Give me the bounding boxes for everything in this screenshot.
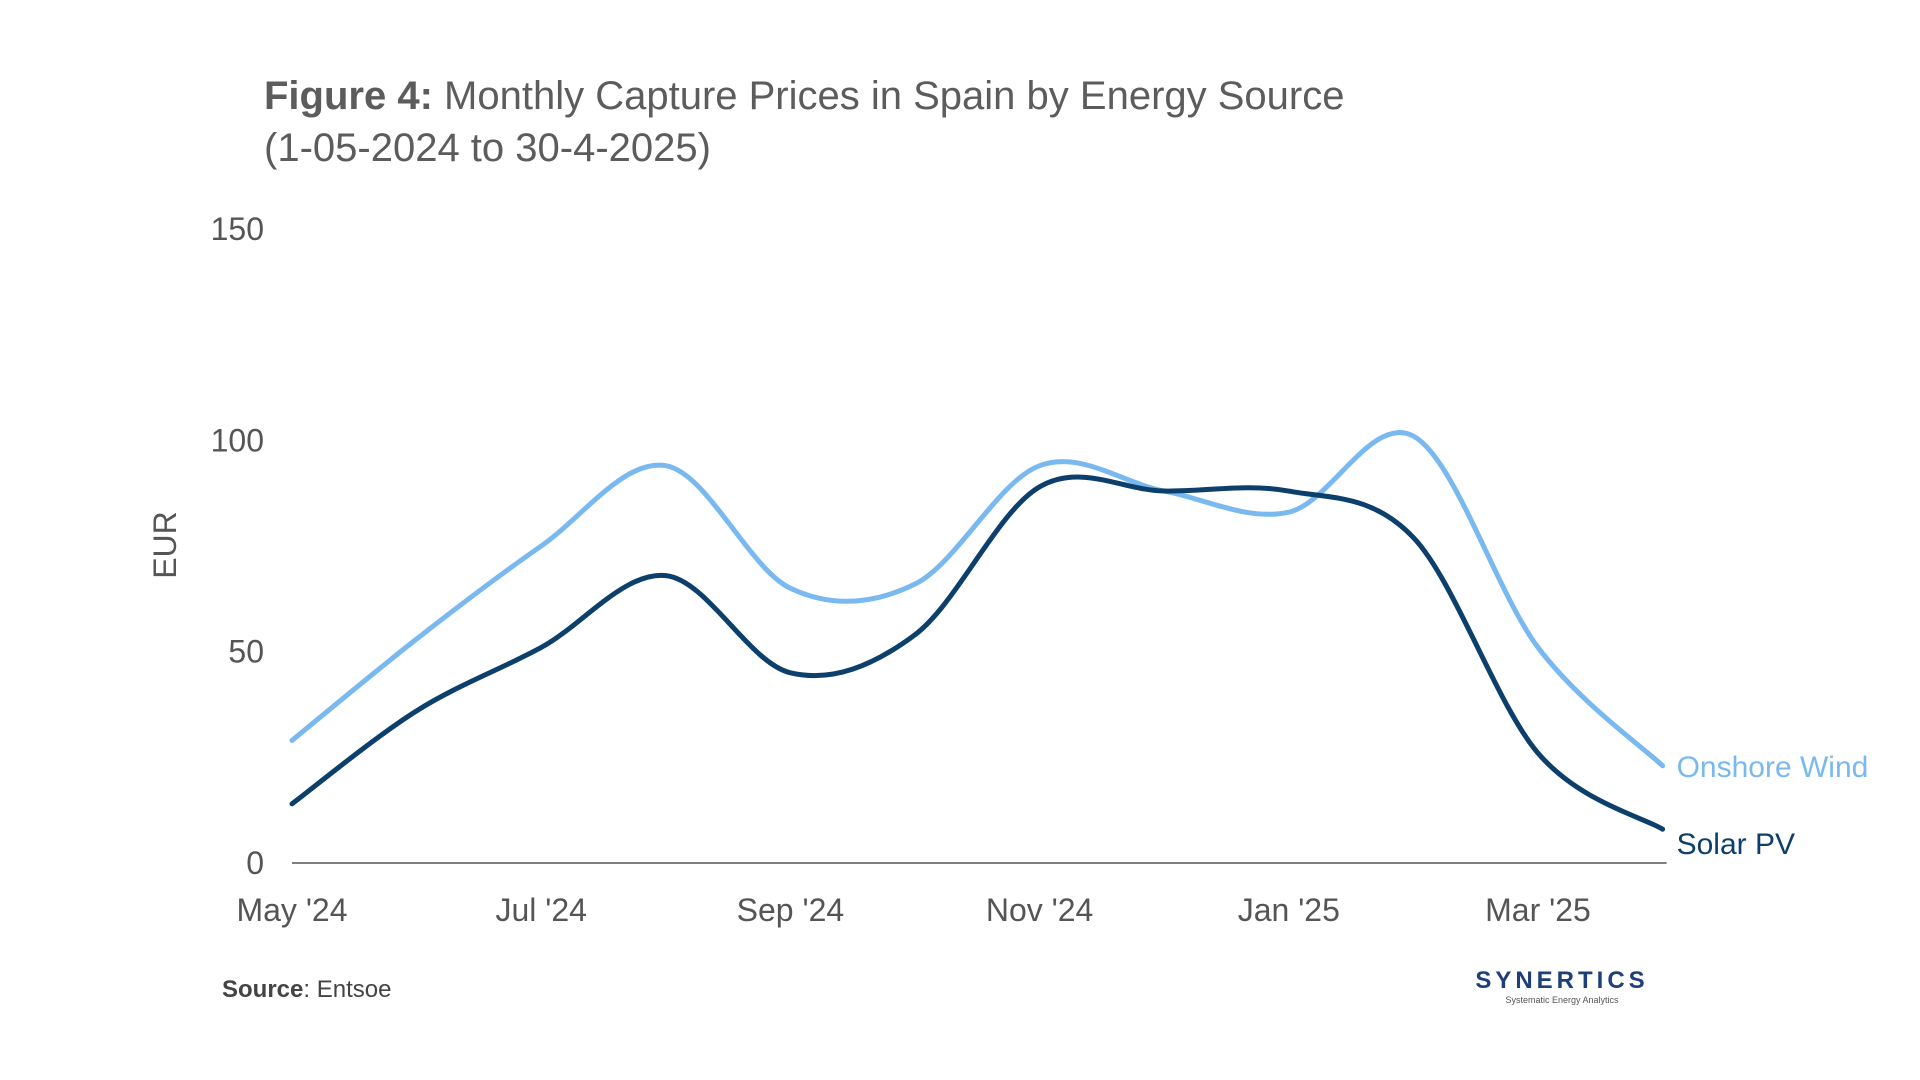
data-point-solar-pv: [663, 573, 668, 578]
figure-number: Figure 4:: [264, 74, 433, 118]
logo-name: SYNERTICS: [1475, 967, 1649, 994]
data-point-solar-pv: [1660, 827, 1665, 832]
data-point-solar-pv: [913, 632, 918, 637]
data-point-solar-pv: [1536, 751, 1541, 756]
data-point-solar-pv: [539, 645, 544, 650]
data-point-solar-pv: [788, 670, 793, 675]
x-tick-label: May '24: [236, 892, 347, 928]
x-tick-label: Nov '24: [986, 892, 1094, 928]
data-point-solar-pv: [1037, 484, 1042, 489]
data-point-onshore-wind: [539, 544, 544, 549]
data-point-onshore-wind: [1037, 463, 1042, 468]
data-point-onshore-wind: [290, 738, 295, 743]
series-line-solar-pv: [289, 474, 1666, 832]
data-point-solar-pv: [1286, 489, 1291, 494]
data-point-solar-pv: [1411, 535, 1416, 540]
title-subtitle: (1-05-2024 to 30-4-2025): [264, 126, 711, 170]
title-line-1: Figure 4: Monthly Capture Prices in Spai…: [264, 70, 1344, 122]
data-point-onshore-wind: [414, 636, 419, 641]
data-point-onshore-wind: [788, 586, 793, 591]
data-point-onshore-wind: [1411, 434, 1416, 439]
x-tick-label: Jul '24: [495, 892, 587, 928]
y-tick-label: 150: [211, 211, 264, 247]
y-tick-label: 50: [228, 634, 264, 670]
source-label: Source: [222, 976, 304, 1003]
data-point-onshore-wind: [663, 463, 668, 468]
data-point-onshore-wind: [1536, 645, 1541, 650]
source-note: Source: Entsoe: [222, 976, 391, 1004]
logo-tagline: Systematic Energy Analytics: [1505, 995, 1619, 1005]
data-point-solar-pv: [1162, 489, 1167, 494]
y-tick-label: 100: [211, 422, 264, 458]
y-axis-label: EUR: [147, 511, 183, 579]
title-main: Monthly Capture Prices in Spain by Energ…: [444, 74, 1345, 118]
data-point-solar-pv: [290, 801, 295, 806]
chart-title: Figure 4: Monthly Capture Prices in Spai…: [264, 70, 1344, 174]
x-tick-label: Sep '24: [737, 892, 845, 928]
synertics-logo: SYNERTICS Systematic Energy Analytics: [1472, 968, 1652, 1006]
data-point-onshore-wind: [1660, 763, 1665, 768]
data-point-onshore-wind: [1286, 510, 1291, 515]
data-point-onshore-wind: [913, 582, 918, 587]
series-label-onshore-wind: Onshore Wind: [1677, 751, 1869, 784]
data-point-solar-pv: [414, 708, 419, 713]
series-line-onshore-wind: [289, 430, 1666, 769]
x-tick-label: Jan '25: [1238, 892, 1340, 928]
series-label-solar-pv: Solar PV: [1677, 828, 1795, 861]
source-text: : Entsoe: [303, 976, 392, 1003]
y-tick-label: 0: [246, 845, 264, 881]
x-tick-label: Mar '25: [1485, 892, 1591, 928]
